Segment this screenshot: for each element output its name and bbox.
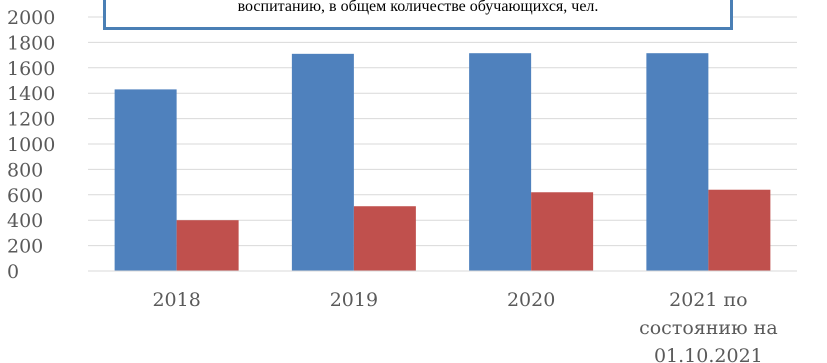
y-tick-label: 2000 <box>7 7 55 29</box>
y-tick-label: 400 <box>7 210 43 232</box>
x-tick-label: 2018 <box>152 289 200 311</box>
chart-title: воспитанию, в общем количестве обучающих… <box>237 0 599 15</box>
x-tick-label: 2021 по состоянию на 01.10.2021 <box>639 289 778 363</box>
y-tick-label: 1200 <box>7 109 55 131</box>
y-tick-label: 600 <box>7 185 43 207</box>
bar-series-2-2021 <box>708 189 771 271</box>
y-tick-label: 1600 <box>7 58 55 80</box>
x-tick-label: 2019 <box>330 289 378 311</box>
bars <box>114 53 771 271</box>
x-axis-ticks: 2018 2019 2020 2021 по состоянию на 01.10.202… <box>152 289 777 363</box>
bar-series-1-2021 <box>646 53 709 271</box>
x-tick-label: 2020 <box>507 289 555 311</box>
y-tick-label: 1000 <box>7 134 55 156</box>
bar-series-2-2019 <box>353 206 416 271</box>
y-tick-label: 800 <box>7 159 43 181</box>
y-axis-ticks: 0 200 400 600 800 1000 1200 1400 1600 1800 2000 <box>7 7 55 283</box>
bar-series-2-2020 <box>531 192 594 271</box>
y-tick-label: 1800 <box>7 32 55 54</box>
chart-title-box: воспитанию, в общем количестве обучающих… <box>103 0 733 30</box>
bar-series-1-2018 <box>114 89 177 271</box>
y-tick-label: 1400 <box>7 83 55 105</box>
bar-series-1-2020 <box>469 53 532 271</box>
bar-series-2-2018 <box>176 220 239 271</box>
y-tick-label: 200 <box>7 236 43 258</box>
bar-series-1-2019 <box>291 53 354 271</box>
y-tick-label: 0 <box>7 261 19 283</box>
